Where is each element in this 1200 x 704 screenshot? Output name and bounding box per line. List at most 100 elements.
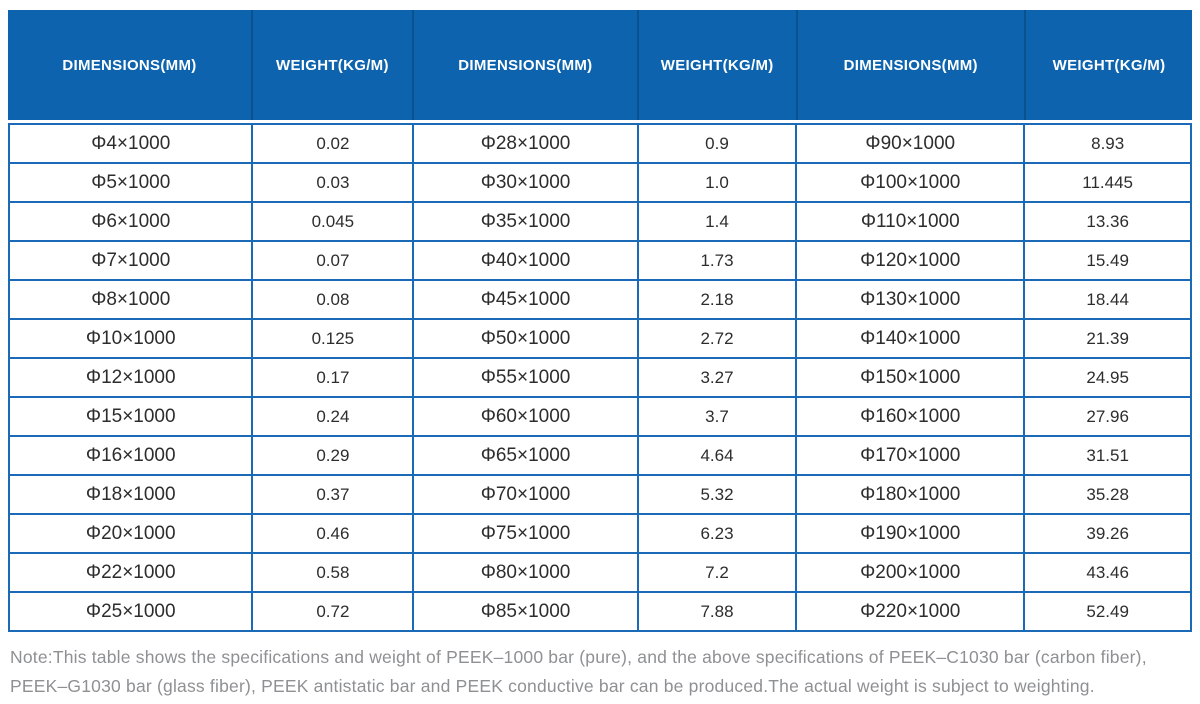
dimension-cell: Φ70×1000 xyxy=(412,474,639,515)
table-body: Φ4×1000 0.02 Φ28×1000 0.9 Φ90×1000 8.93 Φ5×100… xyxy=(7,123,1192,632)
weight-cell: 2.72 xyxy=(636,318,798,359)
weight-cell: 8.93 xyxy=(1023,123,1192,164)
dimension-cell: Φ15×1000 xyxy=(7,396,254,437)
weight-cell: 0.58 xyxy=(251,552,415,593)
weight-cell: 1.4 xyxy=(636,201,798,242)
note-text: Note:This table shows the specifications… xyxy=(10,647,1147,696)
weight-cell: 0.125 xyxy=(251,318,415,359)
dimension-cell: Φ20×1000 xyxy=(7,513,254,554)
table-row: Φ4×1000 0.02 Φ28×1000 0.9 Φ90×1000 8.93 xyxy=(7,123,1192,164)
dimension-cell: Φ85×1000 xyxy=(412,591,639,632)
weight-cell: 1.0 xyxy=(636,162,798,203)
dimension-cell: Φ170×1000 xyxy=(795,435,1026,476)
dimension-cell: Φ150×1000 xyxy=(795,357,1026,398)
dimension-cell: Φ7×1000 xyxy=(7,240,254,281)
column-header-weight: WEIGHT(KG/M) xyxy=(250,10,413,120)
table-row: Φ5×1000 0.03 Φ30×1000 1.0 Φ100×1000 11.445 xyxy=(7,162,1192,203)
dimension-cell: Φ140×1000 xyxy=(795,318,1026,359)
weight-cell: 11.445 xyxy=(1023,162,1192,203)
weight-cell: 24.95 xyxy=(1023,357,1192,398)
dimension-cell: Φ50×1000 xyxy=(412,318,639,359)
column-header-weight: WEIGHT(KG/M) xyxy=(1024,10,1192,120)
weight-cell: 39.26 xyxy=(1023,513,1192,554)
weight-cell: 2.18 xyxy=(636,279,798,320)
weight-cell: 3.27 xyxy=(636,357,798,398)
dimension-cell: Φ100×1000 xyxy=(795,162,1026,203)
weight-cell: 7.88 xyxy=(636,591,798,632)
weight-cell: 5.32 xyxy=(636,474,798,515)
dimension-cell: Φ130×1000 xyxy=(795,279,1026,320)
table-row: Φ8×1000 0.08 Φ45×1000 2.18 Φ130×1000 18.44 xyxy=(7,279,1192,320)
weight-cell: 0.72 xyxy=(251,591,415,632)
dimension-cell: Φ90×1000 xyxy=(795,123,1026,164)
dimension-cell: Φ120×1000 xyxy=(795,240,1026,281)
dimension-cell: Φ75×1000 xyxy=(412,513,639,554)
weight-cell: 3.7 xyxy=(636,396,798,437)
dimension-cell: Φ190×1000 xyxy=(795,513,1026,554)
dimension-cell: Φ200×1000 xyxy=(795,552,1026,593)
weight-cell: 13.36 xyxy=(1023,201,1192,242)
weight-cell: 1.73 xyxy=(636,240,798,281)
table-row: Φ7×1000 0.07 Φ40×1000 1.73 Φ120×1000 15.49 xyxy=(7,240,1192,281)
table-row: Φ12×1000 0.17 Φ55×1000 3.27 Φ150×1000 24.95 xyxy=(7,357,1192,398)
weight-cell: 18.44 xyxy=(1023,279,1192,320)
table-row: Φ18×1000 0.37 Φ70×1000 5.32 Φ180×1000 35.28 xyxy=(7,474,1192,515)
column-header-dimensions: DIMENSIONS(MM) xyxy=(795,10,1025,120)
spec-table-header: DIMENSIONS(MM) WEIGHT(KG/M) DIMENSIONS(MM)… xyxy=(8,10,1192,120)
dimension-cell: Φ18×1000 xyxy=(7,474,254,515)
spec-table-body: Φ4×1000 0.02 Φ28×1000 0.9 Φ90×1000 8.93 Φ5×100… xyxy=(7,123,1192,632)
weight-cell: 27.96 xyxy=(1023,396,1192,437)
weight-cell: 0.29 xyxy=(251,435,415,476)
weight-cell: 0.37 xyxy=(251,474,415,515)
weight-cell: 15.49 xyxy=(1023,240,1192,281)
table-row: Φ10×1000 0.125 Φ50×1000 2.72 Φ140×1000 21.39 xyxy=(7,318,1192,359)
dimension-cell: Φ16×1000 xyxy=(7,435,254,476)
dimension-cell: Φ30×1000 xyxy=(412,162,639,203)
weight-cell: 31.51 xyxy=(1023,435,1192,476)
dimension-cell: Φ10×1000 xyxy=(7,318,254,359)
dimension-cell: Φ60×1000 xyxy=(412,396,639,437)
column-header-weight: WEIGHT(KG/M) xyxy=(636,10,797,120)
weight-cell: 4.64 xyxy=(636,435,798,476)
weight-cell: 0.9 xyxy=(636,123,798,164)
dimension-cell: Φ220×1000 xyxy=(795,591,1026,632)
dimension-cell: Φ35×1000 xyxy=(412,201,639,242)
dimension-cell: Φ45×1000 xyxy=(412,279,639,320)
dimension-cell: Φ65×1000 xyxy=(412,435,639,476)
weight-cell: 0.17 xyxy=(251,357,415,398)
dimension-cell: Φ25×1000 xyxy=(7,591,254,632)
weight-cell: 0.03 xyxy=(251,162,415,203)
dimension-cell: Φ180×1000 xyxy=(795,474,1026,515)
dimension-cell: Φ160×1000 xyxy=(795,396,1026,437)
weight-cell: 0.045 xyxy=(251,201,415,242)
weight-cell: 6.23 xyxy=(636,513,798,554)
weight-cell: 43.46 xyxy=(1023,552,1192,593)
table-row: Φ20×1000 0.46 Φ75×1000 6.23 Φ190×1000 39.26 xyxy=(7,513,1192,554)
weight-cell: 52.49 xyxy=(1023,591,1192,632)
weight-cell: 0.08 xyxy=(251,279,415,320)
table-row: Φ22×1000 0.58 Φ80×1000 7.2 Φ200×1000 43.46 xyxy=(7,552,1192,593)
column-header-dimensions: DIMENSIONS(MM) xyxy=(411,10,638,120)
table-row: Φ6×1000 0.045 Φ35×1000 1.4 Φ110×1000 13.36 xyxy=(7,201,1192,242)
header-row: DIMENSIONS(MM) WEIGHT(KG/M) DIMENSIONS(MM)… xyxy=(8,10,1192,120)
dimension-cell: Φ40×1000 xyxy=(412,240,639,281)
weight-cell: 7.2 xyxy=(636,552,798,593)
dimension-cell: Φ6×1000 xyxy=(7,201,254,242)
weight-cell: 0.24 xyxy=(251,396,415,437)
dimension-cell: Φ8×1000 xyxy=(7,279,254,320)
weight-cell: 35.28 xyxy=(1023,474,1192,515)
dimension-cell: Φ80×1000 xyxy=(412,552,639,593)
table-row: Φ16×1000 0.29 Φ65×1000 4.64 Φ170×1000 31.51 xyxy=(7,435,1192,476)
dimension-cell: Φ5×1000 xyxy=(7,162,254,203)
dimension-cell: Φ12×1000 xyxy=(7,357,254,398)
table-row: Φ15×1000 0.24 Φ60×1000 3.7 Φ160×1000 27.96 xyxy=(7,396,1192,437)
weight-cell: 0.46 xyxy=(251,513,415,554)
column-header-dimensions: DIMENSIONS(MM) xyxy=(8,10,252,120)
weight-cell: 0.02 xyxy=(251,123,415,164)
table-row: Φ25×1000 0.72 Φ85×1000 7.88 Φ220×1000 52.49 xyxy=(7,591,1192,632)
dimension-cell: Φ22×1000 xyxy=(7,552,254,593)
dimension-cell: Φ110×1000 xyxy=(795,201,1026,242)
dimension-cell: Φ4×1000 xyxy=(7,123,254,164)
weight-cell: 0.07 xyxy=(251,240,415,281)
